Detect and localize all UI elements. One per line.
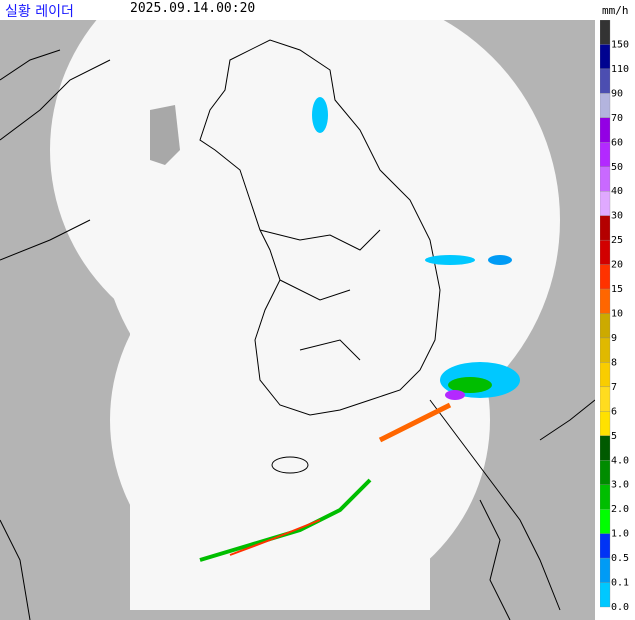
legend-label: 1.0 xyxy=(611,529,629,540)
title: 실황 레이더 xyxy=(5,4,74,20)
legend-swatch xyxy=(600,166,611,192)
legend-swatch xyxy=(600,264,611,290)
legend-swatch xyxy=(600,509,611,534)
legend-label: 10 xyxy=(611,309,623,320)
legend-label: 7 xyxy=(611,382,617,393)
legend-label: 9 xyxy=(611,333,617,344)
legend-label: 30 xyxy=(611,211,623,222)
legend-swatch xyxy=(600,313,611,339)
legend-label: 20 xyxy=(611,260,623,271)
legend-label: 8 xyxy=(611,357,617,368)
legend-label: 50 xyxy=(611,162,623,173)
legend-label: 3.0 xyxy=(611,480,629,491)
legend-swatch xyxy=(600,117,611,143)
legend-label: 6 xyxy=(611,406,617,417)
legend-swatch xyxy=(600,44,611,70)
legend-label: 90 xyxy=(611,88,623,99)
legend-swatch xyxy=(600,386,611,412)
legend-swatch xyxy=(600,337,611,363)
legend-swatch xyxy=(600,582,611,608)
legend-swatch xyxy=(600,484,611,510)
legend-swatch xyxy=(600,362,611,388)
timestamp: 2025.09.14.00:20 xyxy=(130,1,256,16)
legend-swatch xyxy=(600,288,611,314)
legend-label: 60 xyxy=(611,137,623,148)
legend-label: 150 xyxy=(611,39,629,50)
legend-label: 40 xyxy=(611,186,623,197)
legend-label: 110 xyxy=(611,64,629,75)
legend-swatch xyxy=(600,93,611,118)
coastline xyxy=(0,39,595,620)
legend-label: 0.1 xyxy=(611,578,629,589)
legend-swatch xyxy=(600,435,611,461)
legend-swatch xyxy=(600,20,611,45)
legend-label: 2.0 xyxy=(611,504,629,515)
legend-swatch xyxy=(600,191,611,216)
legend-swatch xyxy=(600,142,611,167)
clutter xyxy=(150,105,180,165)
legend-label: 15 xyxy=(611,284,623,295)
legend-label: 0.5 xyxy=(611,553,629,564)
legend-swatch xyxy=(600,557,611,583)
unit: mm/h xyxy=(602,4,629,17)
legend-label: 70 xyxy=(611,113,623,124)
legend-swatch xyxy=(600,68,611,94)
legend-swatch xyxy=(600,460,611,485)
precipitation xyxy=(199,97,520,562)
legend: 150 110 90 70 60 50 40 30 25 20 15 10 9 8 7 6 5 4.0 3.0 2.0… xyxy=(600,20,629,613)
legend-label: 25 xyxy=(611,235,623,246)
legend-swatch xyxy=(600,215,611,241)
legend-label: 0.0 xyxy=(611,602,629,613)
legend-label: 4.0 xyxy=(611,455,629,466)
legend-swatch xyxy=(600,411,611,436)
radar-map xyxy=(0,20,595,620)
legend-swatch xyxy=(600,533,611,559)
legend-swatch xyxy=(600,239,611,265)
legend-label: 5 xyxy=(611,431,617,442)
